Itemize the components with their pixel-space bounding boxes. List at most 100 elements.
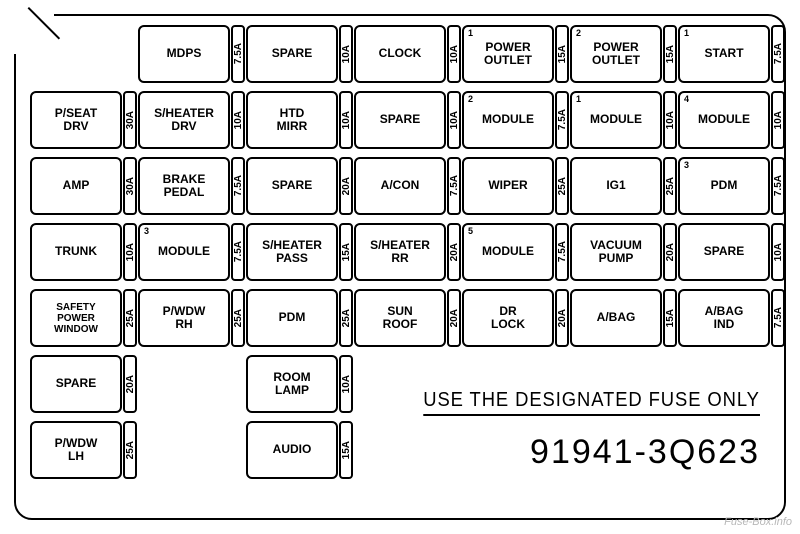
fuse-cell: P/SEATDRV	[30, 91, 122, 149]
fuse-cell: IG1	[570, 157, 662, 215]
fuse-cell: P/WDWLH	[30, 421, 122, 479]
amp-cell: 7.5A	[771, 25, 785, 83]
amp-label: 7.5A	[233, 43, 244, 64]
fuse-label: START	[704, 47, 743, 60]
fuse-label: SPARE	[272, 47, 312, 60]
amp-label: 30A	[125, 177, 136, 195]
fuse-cell: PDM	[246, 289, 338, 347]
amp-cell: 10A	[123, 223, 137, 281]
amp-cell: 7.5A	[555, 91, 569, 149]
fuse-label: A/CON	[381, 179, 420, 192]
amp-cell: 10A	[339, 25, 353, 83]
fuse-cell: A/CON	[354, 157, 446, 215]
fuse-label: S/HEATERRR	[370, 239, 430, 265]
footer-instruction: USE THE DESIGNATED FUSE ONLY	[423, 389, 760, 416]
fuse-cell: SPARE	[246, 157, 338, 215]
amp-cell: 25A	[555, 157, 569, 215]
amp-cell: 15A	[663, 25, 677, 83]
fuse-label: MODULE	[482, 245, 534, 258]
amp-label: 25A	[125, 441, 136, 459]
fuse-label: POWEROUTLET	[592, 41, 640, 67]
fuse-cell: CLOCK	[354, 25, 446, 83]
amp-label: 7.5A	[557, 241, 568, 262]
fuse-cell: S/HEATERDRV	[138, 91, 230, 149]
amp-label: 20A	[449, 243, 460, 261]
fuse-label: SAFETYPOWERWINDOW	[54, 302, 98, 335]
fuse-panel: MDPS7.5ASPARE10ACLOCK10A1POWEROUTLET15A2…	[14, 14, 786, 520]
amp-label: 15A	[665, 309, 676, 327]
fuse-superscript: 3	[684, 161, 689, 171]
amp-cell: 15A	[663, 289, 677, 347]
fuse-superscript: 5	[468, 227, 473, 237]
amp-cell: 25A	[663, 157, 677, 215]
amp-cell: 10A	[339, 91, 353, 149]
amp-label: 15A	[665, 45, 676, 63]
fuse-label: ROOMLAMP	[273, 371, 310, 397]
fuse-superscript: 1	[576, 95, 581, 105]
amp-label: 15A	[341, 441, 352, 459]
amp-cell: 10A	[663, 91, 677, 149]
fuse-cell: 2POWEROUTLET	[570, 25, 662, 83]
amp-label: 10A	[449, 111, 460, 129]
fuse-cell: TRUNK	[30, 223, 122, 281]
fuse-cell: ROOMLAMP	[246, 355, 338, 413]
fuse-label: WIPER	[488, 179, 527, 192]
fuse-cell: 4MODULE	[678, 91, 770, 149]
amp-cell: 25A	[123, 289, 137, 347]
fuse-cell: MDPS	[138, 25, 230, 83]
amp-cell: 20A	[123, 355, 137, 413]
amp-label: 30A	[125, 111, 136, 129]
fuse-label: IG1	[606, 179, 625, 192]
fuse-label: A/BAG	[597, 311, 636, 324]
amp-cell: 10A	[771, 223, 785, 281]
fuse-label: SPARE	[56, 377, 96, 390]
amp-label: 10A	[233, 111, 244, 129]
amp-cell: 7.5A	[771, 157, 785, 215]
amp-cell: 7.5A	[231, 157, 245, 215]
amp-cell: 10A	[447, 25, 461, 83]
fuse-label: MDPS	[167, 47, 202, 60]
amp-cell: 10A	[339, 355, 353, 413]
fuse-label: VACUUMPUMP	[590, 239, 642, 265]
amp-cell: 15A	[339, 223, 353, 281]
amp-label: 10A	[341, 45, 352, 63]
amp-cell: 10A	[771, 91, 785, 149]
amp-label: 7.5A	[773, 175, 784, 196]
amp-label: 10A	[341, 375, 352, 393]
fuse-cell: WIPER	[462, 157, 554, 215]
amp-cell: 10A	[447, 91, 461, 149]
amp-cell: 20A	[447, 223, 461, 281]
fuse-cell: AMP	[30, 157, 122, 215]
amp-label: 20A	[557, 309, 568, 327]
amp-label: 15A	[341, 243, 352, 261]
amp-label: 25A	[125, 309, 136, 327]
fuse-cell: S/HEATERPASS	[246, 223, 338, 281]
amp-cell: 10A	[231, 91, 245, 149]
amp-label: 20A	[341, 177, 352, 195]
fuse-label: A/BAGIND	[705, 305, 744, 331]
amp-cell: 25A	[123, 421, 137, 479]
amp-cell: 30A	[123, 157, 137, 215]
fuse-superscript: 1	[684, 29, 689, 39]
fuse-label: HTDMIRR	[277, 107, 308, 133]
fuse-label: SPARE	[272, 179, 312, 192]
fuse-cell: BRAKEPEDAL	[138, 157, 230, 215]
fuse-label: S/HEATERDRV	[154, 107, 214, 133]
amp-label: 25A	[557, 177, 568, 195]
fuse-cell: 3PDM	[678, 157, 770, 215]
amp-label: 10A	[773, 243, 784, 261]
fuse-label: SPARE	[380, 113, 420, 126]
amp-label: 7.5A	[773, 307, 784, 328]
fuse-label: SUNROOF	[383, 305, 418, 331]
fuse-cell: SPARE	[354, 91, 446, 149]
fuse-cell: 3MODULE	[138, 223, 230, 281]
fuse-label: MODULE	[482, 113, 534, 126]
amp-cell: 7.5A	[231, 223, 245, 281]
fuse-cell: 1POWEROUTLET	[462, 25, 554, 83]
fuse-superscript: 3	[144, 227, 149, 237]
amp-cell: 15A	[339, 421, 353, 479]
amp-label: 10A	[449, 45, 460, 63]
fuse-label: SPARE	[704, 245, 744, 258]
fuse-cell: AUDIO	[246, 421, 338, 479]
amp-cell: 7.5A	[231, 25, 245, 83]
